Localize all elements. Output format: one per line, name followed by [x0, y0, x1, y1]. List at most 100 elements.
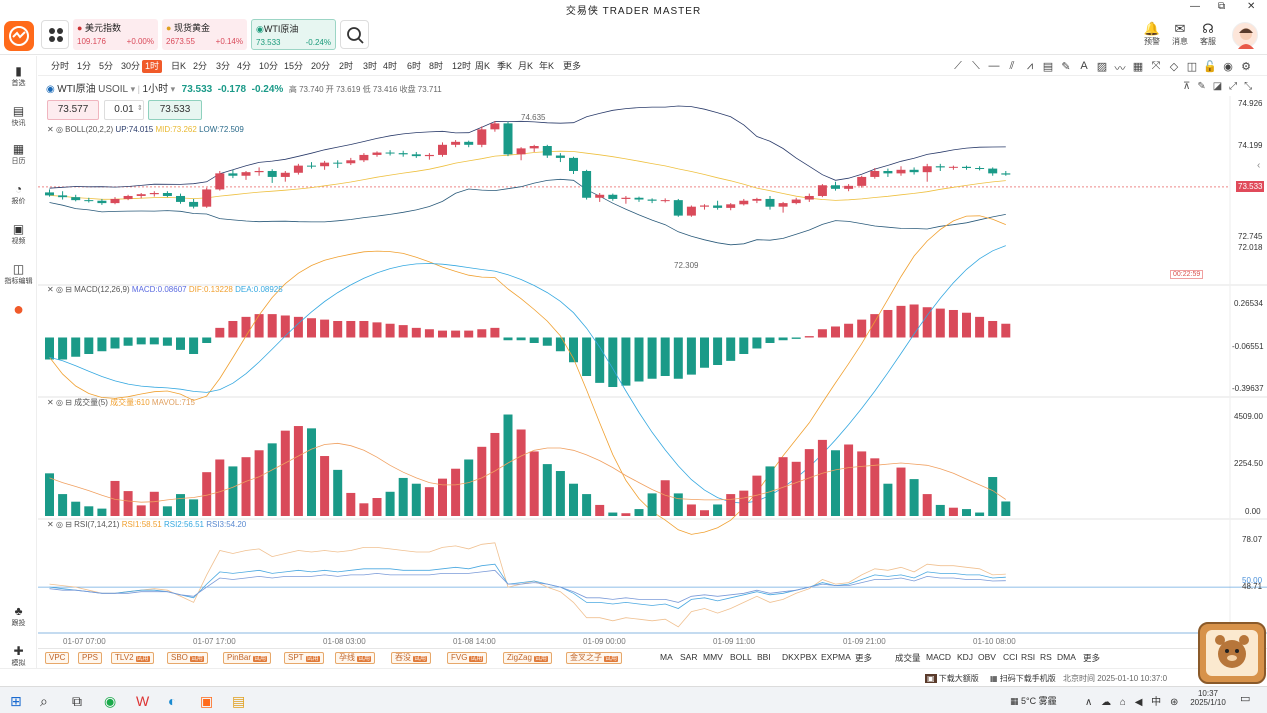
sidebar-item-8[interactable]: ✚ 模拟 [0, 644, 37, 668]
windows-start-icon[interactable]: ⊞ [10, 693, 22, 709]
timeframe-13[interactable]: 3时 [363, 61, 378, 71]
indicator-tab[interactable]: 更多 [855, 653, 873, 663]
timeframe-1[interactable]: 1分 [77, 61, 92, 71]
mascot-widget[interactable] [1198, 622, 1266, 684]
pattern-tag[interactable]: TLV2 试用 [111, 652, 154, 664]
timeframe-18[interactable]: 周K [475, 61, 491, 71]
trendline-icon[interactable]: ⟋ [954, 60, 962, 72]
macd-label[interactable]: MACD(12,26,9) [74, 285, 130, 294]
indicator-tab[interactable]: EXPMA [821, 652, 851, 662]
timeframe-16[interactable]: 8时 [429, 61, 444, 71]
lock-icon[interactable]: 🔓 [1203, 61, 1217, 73]
mail-icon[interactable]: ✉ 消息 [1172, 21, 1188, 47]
indicator-tab[interactable]: BOLL [730, 652, 752, 662]
eye-icon[interactable]: ◎ [55, 285, 63, 294]
stepper-icon[interactable]: ⇕ [137, 105, 143, 112]
qr-download-link[interactable]: ▦ 扫码下载手机版 [990, 674, 1056, 683]
eraser-icon[interactable]: ◇ [1169, 61, 1179, 73]
trader-app-icon[interactable]: ▣ [200, 693, 214, 709]
timeframe-4[interactable]: 1时 [142, 60, 163, 73]
fib-icon[interactable]: ▤ [1042, 61, 1054, 73]
wechat-icon[interactable]: ◉ [104, 693, 117, 709]
timeframe-8[interactable]: 4分 [237, 61, 252, 71]
volume-label[interactable]: 成交量(5) [74, 398, 108, 407]
pen-icon[interactable]: ✎ [1197, 81, 1213, 92]
edge-icon[interactable]: ◐ [168, 693, 177, 709]
timeframe-2[interactable]: 5分 [99, 61, 114, 71]
fullscreen-icon[interactable]: ⤡ [1244, 81, 1260, 92]
timeframe-6[interactable]: 2分 [193, 61, 208, 71]
hline-icon[interactable]: — [988, 60, 1000, 72]
parallel-icon[interactable]: ⩘ [1026, 60, 1034, 72]
text-icon[interactable]: A [1080, 60, 1088, 72]
pattern-tag[interactable]: SBO 试用 [167, 652, 208, 664]
timeframe-20[interactable]: 月K [518, 61, 534, 71]
sidebar-item-4[interactable]: ▣ 视频 [0, 222, 37, 246]
timeframe-15[interactable]: 6时 [407, 61, 422, 71]
sidebar-item-6[interactable]: ● [0, 300, 37, 318]
symbol-name[interactable]: WTI原油 [57, 84, 96, 95]
clock[interactable]: 10:37 2025/1/10 [1190, 689, 1226, 707]
measure-icon[interactable]: ⤧ [1151, 60, 1161, 72]
brush-icon[interactable]: ✎ [1061, 61, 1071, 73]
buy-price-button[interactable]: 73.533 [148, 100, 202, 120]
quote-card-wti[interactable]: ◉WTI原油 73.533 -0.24% [251, 19, 336, 50]
timeframe-0[interactable]: 分时 [51, 61, 70, 71]
pattern-tag[interactable]: SPT 试用 [284, 652, 324, 664]
timeframe-9[interactable]: 10分 [259, 61, 279, 71]
sidebar-item-2[interactable]: ▦ 日历 [0, 142, 37, 166]
indicator-tab[interactable]: BBI [757, 652, 771, 662]
indicator-tab[interactable]: OBV [978, 652, 996, 662]
headset-icon[interactable]: ☊ 客服 [1200, 21, 1216, 47]
bell-icon[interactable]: 🔔 预警 [1143, 21, 1161, 47]
close-icon[interactable]: ✕ [47, 520, 54, 529]
timeframe-17[interactable]: 12时 [452, 61, 472, 71]
timeframe-12[interactable]: 2时 [339, 61, 354, 71]
close-icon[interactable]: ✕ [47, 285, 54, 294]
indicator-tab[interactable]: 更多 [1083, 653, 1101, 663]
timeframe-11[interactable]: 20分 [311, 61, 331, 71]
search-icon[interactable]: ⌕ [40, 693, 48, 709]
expand-icon[interactable]: ⤢ [1229, 81, 1245, 92]
indicator-tab[interactable]: SAR [680, 652, 698, 662]
channel-icon[interactable]: ⫽ [1009, 60, 1015, 72]
chevron-down-icon[interactable]: ▾ [130, 84, 136, 94]
indicator-tab[interactable]: PBX [800, 652, 818, 662]
quote-card-gold[interactable]: ● 现货黄金 2673.55 +0.14% [162, 19, 247, 50]
ray-icon[interactable]: ⟍ [972, 60, 980, 72]
pin-icon[interactable]: ◪ [1212, 81, 1230, 92]
settings-icon[interactable]: ⚙ [1241, 61, 1251, 73]
timeframe-21[interactable]: 年K [539, 61, 555, 71]
magnet-icon[interactable]: ◫ [1186, 61, 1198, 73]
pattern-tag[interactable]: PPS [78, 652, 103, 664]
tray-icons[interactable]: ∧ ☁ ⌂ ◀ 中 ⊛ [1085, 697, 1182, 708]
eye-icon[interactable]: ◎ [55, 398, 63, 407]
sidebar-item-0[interactable]: ▮ 首选 [0, 64, 37, 88]
sell-price-button[interactable]: 73.577 [47, 100, 99, 120]
chevron-down-icon[interactable]: ▾ [170, 84, 176, 94]
lot-size-input[interactable]: 0.01 [104, 100, 144, 120]
interval-select[interactable]: 1小时 [142, 84, 169, 95]
image-icon[interactable]: ▨ [1096, 61, 1108, 73]
maximize-icon[interactable]: ⧉ [1218, 1, 1226, 12]
grid-icon[interactable]: ▦ [1132, 61, 1144, 73]
sidebar-item-5[interactable]: ◫ 指标编辑 [0, 262, 37, 286]
close-icon[interactable]: ✕ [47, 398, 54, 407]
chevron-left-icon[interactable]: ‹ [1257, 160, 1261, 171]
pattern-tag[interactable]: 吞没 试用 [391, 652, 432, 664]
indicator-tab[interactable]: 成交量 [895, 653, 921, 663]
timeframe-3[interactable]: 30分 [121, 61, 141, 71]
eye-icon[interactable]: ◎ [55, 125, 63, 134]
collapse-icon[interactable]: ⊼ [1183, 81, 1198, 92]
chart-area[interactable] [38, 96, 1267, 648]
timeframe-19[interactable]: 季K [497, 61, 513, 71]
indicator-tab[interactable]: DKX [782, 652, 800, 662]
sidebar-item-1[interactable]: ▤ 快讯 [0, 104, 37, 128]
indicator-tab[interactable]: KDJ [957, 652, 974, 662]
sidebar-item-3[interactable]: ◔ 报价 [0, 182, 37, 206]
weather[interactable]: ▦ 5°C 雾霾 [1010, 696, 1057, 706]
wps-icon[interactable]: W [136, 693, 150, 709]
visible-icon[interactable]: ◉ [1223, 61, 1233, 73]
indicator-tab[interactable]: MA [660, 652, 673, 662]
timeframe-7[interactable]: 3分 [216, 61, 231, 71]
